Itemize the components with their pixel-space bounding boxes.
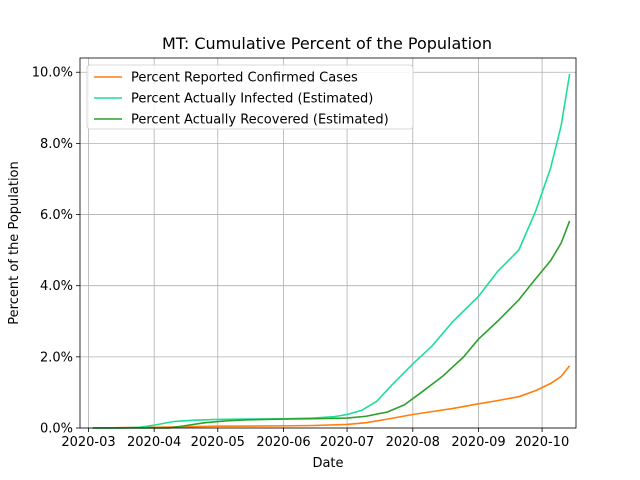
y-tick-label: 8.0% xyxy=(40,137,73,152)
x-tick-label: 2020-05 xyxy=(191,435,245,450)
y-tick-label: 4.0% xyxy=(40,279,73,294)
y-tick-label: 0.0% xyxy=(40,422,73,437)
series-line xyxy=(92,365,571,429)
y-axis-title: Percent of the Population xyxy=(7,161,22,324)
legend-label: Percent Actually Recovered (Estimated) xyxy=(131,113,389,128)
series-line xyxy=(92,73,571,429)
series-line xyxy=(92,220,571,429)
x-tick-label: 2020-04 xyxy=(127,435,181,450)
chart-title: MT: Cumulative Percent of the Population xyxy=(162,34,492,53)
y-tick-label: 2.0% xyxy=(40,350,73,365)
x-tick-label: 2020-07 xyxy=(320,435,374,450)
x-axis-title: Date xyxy=(312,456,343,471)
legend: Percent Reported Confirmed Cases Percent … xyxy=(86,64,414,130)
legend-label: Percent Actually Infected (Estimated) xyxy=(131,92,373,107)
x-tick-label: 2020-10 xyxy=(515,435,569,450)
y-tick-label: 6.0% xyxy=(40,208,73,223)
x-tick-label: 2020-08 xyxy=(386,435,440,450)
legend-label: Percent Reported Confirmed Cases xyxy=(131,71,358,86)
x-tick-label: 2020-03 xyxy=(61,435,115,450)
x-tick-label: 2020-09 xyxy=(451,435,505,450)
series-lines xyxy=(92,73,571,429)
plot-frame xyxy=(79,57,577,429)
legend-box xyxy=(86,64,414,130)
x-axis-ticks: 2020-03 2020-04 2020-05 2020-06 2020-07 2020-… xyxy=(61,428,569,450)
x-tick-label: 2020-06 xyxy=(256,435,310,450)
y-tick-label: 10.0% xyxy=(32,66,73,81)
y-axis-ticks: 0.0% 2.0% 4.0% 6.0% 8.0% 10.0% xyxy=(32,66,80,437)
